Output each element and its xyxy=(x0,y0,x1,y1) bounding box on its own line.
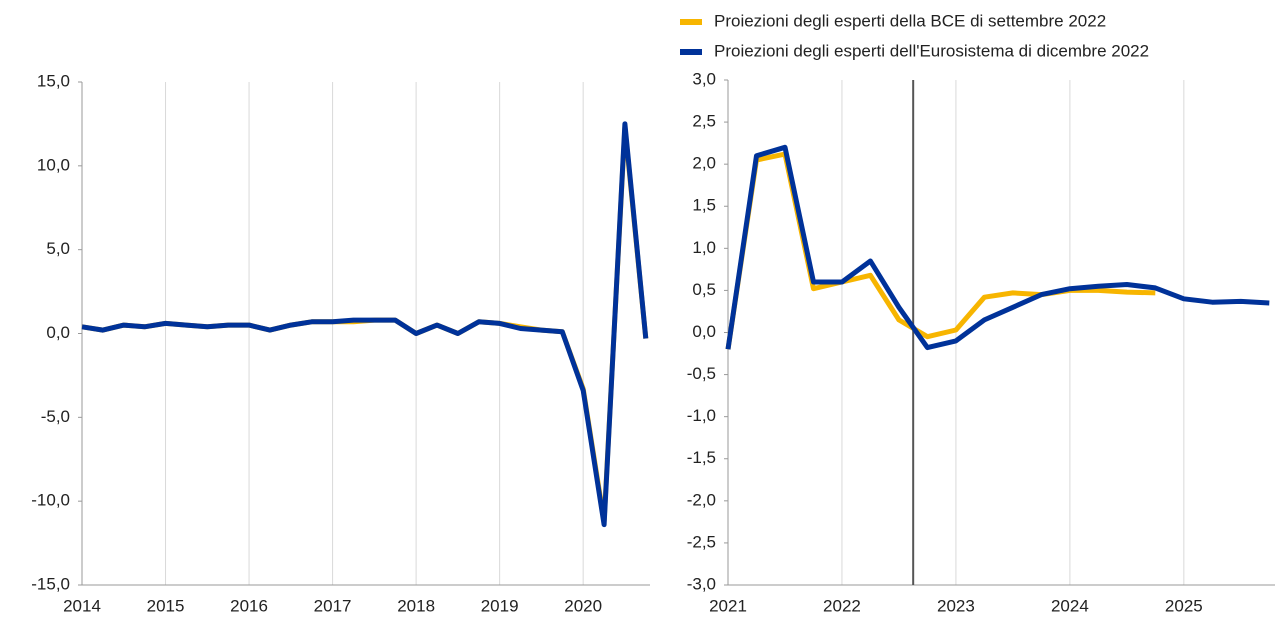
y-tick-label: 2,0 xyxy=(692,154,716,173)
x-tick-label: 2017 xyxy=(314,596,352,615)
x-tick-label: 2022 xyxy=(823,596,861,615)
x-tick-label: 2016 xyxy=(230,596,268,615)
legend-label: Proiezioni degli esperti dell'Eurosistem… xyxy=(714,41,1149,60)
x-tick-label: 2021 xyxy=(709,596,747,615)
y-tick-label: 15,0 xyxy=(37,71,70,90)
x-tick-label: 2020 xyxy=(564,596,602,615)
y-tick-label: 0,0 xyxy=(46,323,70,342)
x-tick-label: 2024 xyxy=(1051,596,1089,615)
y-tick-label: 1,5 xyxy=(692,196,716,215)
x-tick-label: 2014 xyxy=(63,596,101,615)
y-tick-label: -2,0 xyxy=(687,490,716,509)
y-tick-label: -0,5 xyxy=(687,364,716,383)
y-tick-label: 10,0 xyxy=(37,155,70,174)
x-tick-label: 2018 xyxy=(397,596,435,615)
y-tick-label: 0,5 xyxy=(692,280,716,299)
y-tick-label: 3,0 xyxy=(692,69,716,88)
x-tick-label: 2025 xyxy=(1165,596,1203,615)
y-tick-label: -10,0 xyxy=(31,491,70,510)
y-tick-label: -1,5 xyxy=(687,448,716,467)
series-line xyxy=(725,144,1270,351)
y-tick-label: 5,0 xyxy=(46,239,70,258)
y-tick-label: 0,0 xyxy=(692,322,716,341)
y-tick-label: -5,0 xyxy=(41,407,70,426)
x-tick-label: 2023 xyxy=(937,596,975,615)
x-tick-label: 2015 xyxy=(147,596,185,615)
y-tick-label: -15,0 xyxy=(31,574,70,593)
y-tick-label: -2,5 xyxy=(687,532,716,551)
y-tick-label: 1,0 xyxy=(692,238,716,257)
y-tick-label: -1,0 xyxy=(687,406,716,425)
legend-label: Proiezioni degli esperti della BCE di se… xyxy=(714,11,1106,30)
y-tick-label: -3,0 xyxy=(687,574,716,593)
x-tick-label: 2019 xyxy=(481,596,519,615)
y-tick-label: 2,5 xyxy=(692,112,716,131)
series-line xyxy=(81,121,649,528)
